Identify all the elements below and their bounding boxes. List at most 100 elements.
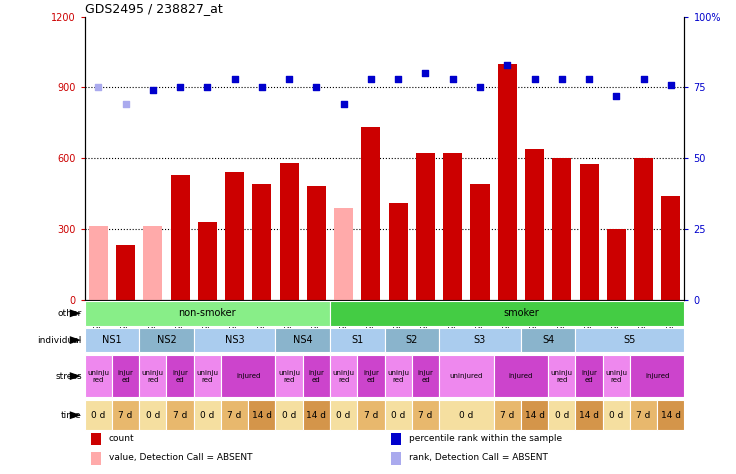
Bar bbox=[275, 355, 302, 397]
Point bbox=[583, 75, 595, 82]
Text: NS2: NS2 bbox=[157, 335, 177, 345]
Text: 0 d: 0 d bbox=[609, 411, 623, 419]
Text: 7 d: 7 d bbox=[637, 411, 651, 419]
Text: rank, Detection Call = ABSENT: rank, Detection Call = ABSENT bbox=[408, 453, 548, 462]
Bar bbox=[494, 401, 521, 430]
Bar bbox=[221, 355, 275, 397]
Bar bbox=[91, 452, 102, 465]
Bar bbox=[439, 328, 521, 352]
Bar bbox=[330, 401, 357, 430]
Text: count: count bbox=[109, 434, 134, 443]
Bar bbox=[91, 433, 102, 446]
Text: uninju
red: uninju red bbox=[278, 370, 300, 383]
Bar bbox=[439, 355, 494, 397]
Text: 0 d: 0 d bbox=[336, 411, 351, 419]
Text: NS1: NS1 bbox=[102, 335, 121, 345]
Bar bbox=[166, 401, 194, 430]
Bar bbox=[112, 401, 139, 430]
Text: uninju
red: uninju red bbox=[387, 370, 409, 383]
Text: 14 d: 14 d bbox=[525, 411, 545, 419]
Bar bbox=[498, 64, 517, 300]
Text: 14 d: 14 d bbox=[661, 411, 681, 419]
Text: 7 d: 7 d bbox=[418, 411, 433, 419]
Bar bbox=[606, 229, 626, 300]
Bar bbox=[548, 355, 576, 397]
Point bbox=[338, 100, 350, 108]
Text: injur
ed: injur ed bbox=[118, 370, 133, 383]
Point bbox=[93, 83, 105, 91]
Bar bbox=[194, 355, 221, 397]
Bar bbox=[443, 154, 462, 300]
Point bbox=[610, 92, 622, 100]
Text: injur
ed: injur ed bbox=[581, 370, 597, 383]
Text: individual: individual bbox=[38, 336, 82, 345]
Text: time: time bbox=[61, 411, 82, 419]
Text: uninju
red: uninju red bbox=[333, 370, 355, 383]
Point bbox=[665, 81, 676, 88]
Bar bbox=[439, 401, 494, 430]
Text: 0 d: 0 d bbox=[146, 411, 160, 419]
Bar bbox=[634, 158, 653, 300]
Text: 14 d: 14 d bbox=[306, 411, 326, 419]
Text: percentile rank within the sample: percentile rank within the sample bbox=[408, 434, 562, 443]
Bar bbox=[302, 355, 330, 397]
Point bbox=[147, 86, 159, 94]
Text: injured: injured bbox=[236, 373, 261, 379]
Bar bbox=[361, 128, 381, 300]
Point bbox=[447, 75, 459, 82]
Text: S3: S3 bbox=[474, 335, 486, 345]
Text: 7 d: 7 d bbox=[227, 411, 242, 419]
Text: other: other bbox=[57, 309, 82, 318]
Bar bbox=[221, 401, 248, 430]
Point bbox=[120, 100, 132, 108]
Point bbox=[420, 69, 431, 77]
Point bbox=[256, 83, 268, 91]
Bar bbox=[275, 401, 302, 430]
Bar bbox=[548, 401, 576, 430]
Bar bbox=[416, 154, 435, 300]
Point bbox=[283, 75, 295, 82]
Bar bbox=[248, 401, 275, 430]
Bar bbox=[630, 401, 657, 430]
Bar bbox=[357, 401, 385, 430]
Text: NS3: NS3 bbox=[224, 335, 244, 345]
Bar bbox=[525, 149, 544, 300]
Text: NS4: NS4 bbox=[293, 335, 313, 345]
Bar bbox=[385, 328, 439, 352]
Bar bbox=[579, 164, 598, 300]
Text: value, Detection Call = ABSENT: value, Detection Call = ABSENT bbox=[109, 453, 252, 462]
Bar bbox=[576, 401, 603, 430]
Bar bbox=[89, 227, 107, 300]
Point bbox=[501, 61, 513, 68]
Bar bbox=[85, 301, 330, 326]
Polygon shape bbox=[70, 310, 81, 317]
Bar bbox=[385, 355, 412, 397]
Bar bbox=[412, 401, 439, 430]
Text: 14 d: 14 d bbox=[252, 411, 272, 419]
Bar bbox=[412, 355, 439, 397]
Polygon shape bbox=[70, 372, 81, 380]
Point bbox=[365, 75, 377, 82]
Bar bbox=[470, 184, 489, 300]
Text: 0 d: 0 d bbox=[282, 411, 297, 419]
Text: uninju
red: uninju red bbox=[197, 370, 219, 383]
Text: 0 d: 0 d bbox=[200, 411, 214, 419]
Text: 0 d: 0 d bbox=[91, 411, 105, 419]
Bar bbox=[166, 355, 194, 397]
Text: S5: S5 bbox=[624, 335, 636, 345]
Text: 7 d: 7 d bbox=[364, 411, 378, 419]
Bar bbox=[194, 401, 221, 430]
Polygon shape bbox=[70, 411, 81, 419]
Point bbox=[174, 83, 186, 91]
Bar bbox=[662, 196, 680, 300]
Bar bbox=[307, 186, 326, 300]
Text: injur
ed: injur ed bbox=[363, 370, 379, 383]
Bar bbox=[576, 328, 684, 352]
Bar bbox=[275, 328, 330, 352]
Text: 7 d: 7 d bbox=[118, 411, 132, 419]
Bar bbox=[116, 246, 135, 300]
Bar bbox=[171, 174, 190, 300]
Text: 14 d: 14 d bbox=[579, 411, 599, 419]
Bar bbox=[330, 355, 357, 397]
Text: injur
ed: injur ed bbox=[172, 370, 188, 383]
